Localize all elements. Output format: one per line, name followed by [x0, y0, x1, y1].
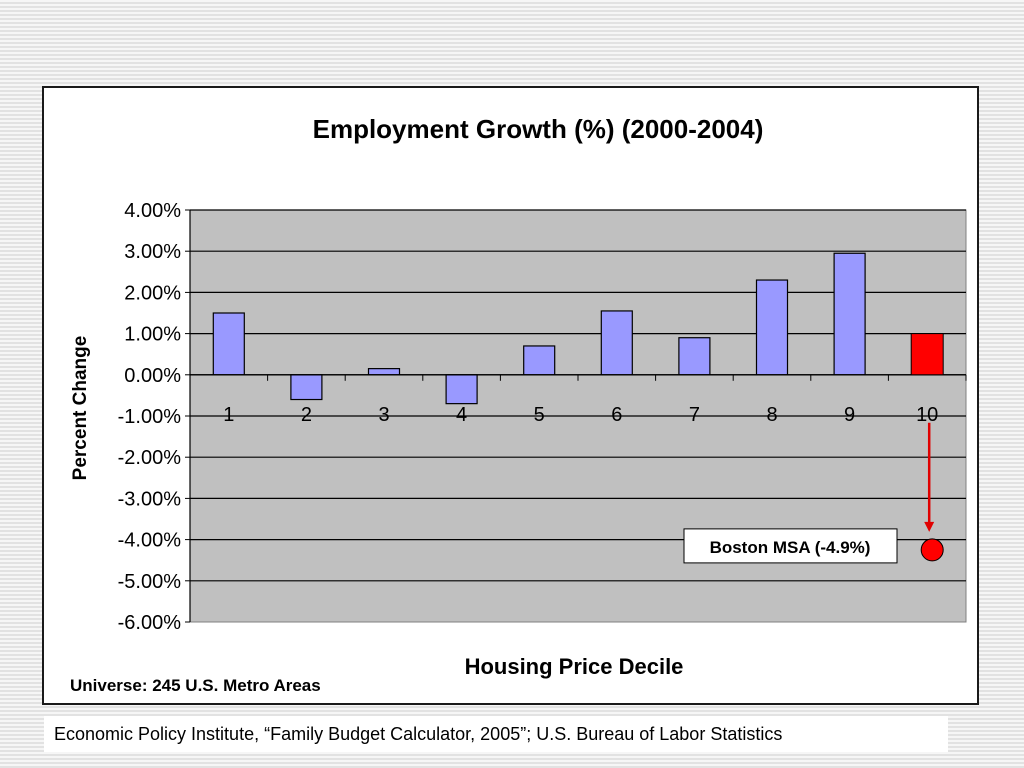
y-tick-label: -1.00%	[118, 406, 182, 428]
y-axis-title: Percent Change	[70, 336, 91, 481]
x-tick-label: 10	[916, 404, 938, 426]
y-tick-label: 1.00%	[124, 324, 181, 346]
bar-decile-1	[212, 312, 245, 376]
bar-decile-7	[678, 337, 711, 376]
y-tick-label: -4.00%	[118, 530, 182, 552]
x-tick-label: 9	[844, 404, 855, 426]
x-tick-label: 4	[456, 404, 467, 426]
chart-title: Employment Growth (%) (2000-2004)	[313, 114, 764, 144]
chart: Employment Growth (%) (2000-2004) 4.00% 3.…	[70, 114, 967, 695]
x-tick-label: 1	[223, 404, 234, 426]
y-tick-label: -3.00%	[118, 488, 182, 510]
x-tick-label: 6	[611, 404, 622, 426]
x-tick-label: 2	[301, 404, 312, 426]
y-tick-label: 4.00%	[124, 200, 181, 222]
bar-decile-9	[833, 252, 866, 376]
x-tick-label: 8	[766, 404, 777, 426]
y-tick-label: 2.00%	[124, 282, 181, 304]
boston-label: Boston MSA (-4.9%)	[710, 538, 871, 557]
bar-decile-8	[755, 279, 789, 376]
bar-decile-6	[600, 310, 633, 376]
bar-decile-3	[367, 368, 401, 376]
y-tick-label: 3.00%	[124, 241, 181, 263]
y-tick-label: -5.00%	[118, 571, 182, 593]
bar-decile-5	[523, 345, 556, 376]
y-tick-label: -6.00%	[118, 612, 182, 634]
x-axis-title: Housing Price Decile	[465, 654, 684, 679]
bar-decile-4	[445, 374, 478, 405]
y-tick-label: 0.00%	[124, 365, 181, 387]
bar-decile-2	[290, 374, 323, 401]
source-text: Economic Policy Institute, “Family Budge…	[54, 724, 783, 744]
x-tick-label: 7	[689, 404, 700, 426]
highlight-square	[910, 333, 944, 376]
universe-note: Universe: 245 U.S. Metro Areas	[70, 676, 321, 695]
boston-label-box	[683, 528, 898, 564]
x-tick-label: 3	[378, 404, 389, 426]
boston-arrow-head	[924, 521, 935, 532]
boston-point	[920, 538, 944, 562]
source-citation: Economic Policy Institute, “Family Budge…	[44, 716, 948, 752]
y-tick-label: -2.00%	[118, 447, 182, 469]
chart-frame: Employment Growth (%) (2000-2004) 4.00% 3.…	[42, 86, 979, 705]
x-tick-label: 5	[534, 404, 545, 426]
